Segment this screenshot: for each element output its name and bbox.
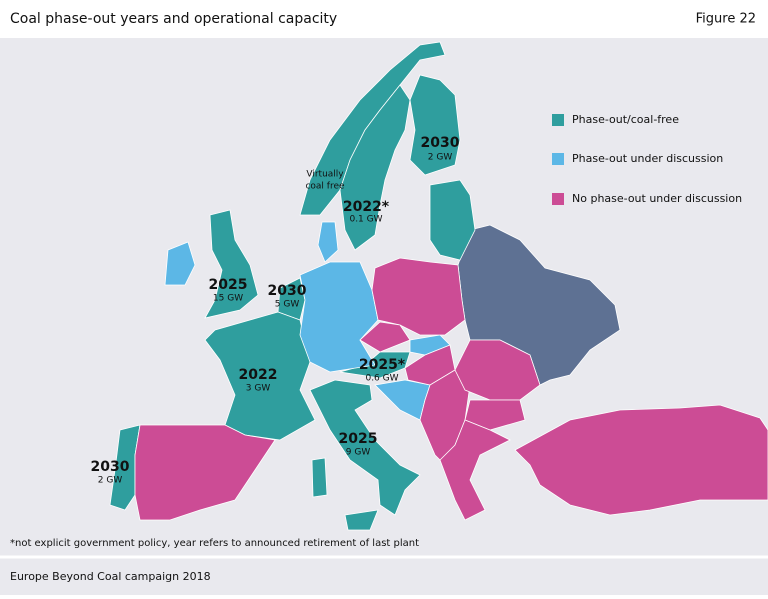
country [299, 261, 379, 373]
map-labels: 2030 2 GW 2022* 0.1 GW 2025 15 GW 2030 5… [91, 135, 460, 486]
capacity: 2 GW [428, 153, 453, 163]
country [317, 221, 339, 263]
magenta-countries [134, 257, 768, 521]
capacity: 0.1 GW [349, 215, 382, 225]
phase-out-year: 2025 [209, 277, 248, 293]
country [309, 379, 421, 516]
annotation: coal free [305, 182, 345, 192]
country [439, 419, 511, 521]
phase-out-year: 2025 [339, 431, 378, 447]
country [514, 404, 768, 516]
phase-out-year: 2030 [91, 459, 130, 475]
capacity: 2 GW [98, 476, 123, 486]
capacity: 3 GW [246, 384, 271, 394]
country [204, 311, 316, 441]
legend-swatch [552, 193, 564, 205]
country [409, 74, 461, 176]
teal-countries [109, 41, 626, 531]
country [359, 321, 411, 353]
country [344, 509, 379, 531]
phase-out-year: 2030 [421, 135, 460, 151]
map [109, 41, 768, 531]
country [457, 224, 621, 386]
country [339, 84, 411, 251]
country [204, 209, 259, 319]
capacity: 15 GW [213, 294, 243, 304]
legend-label: Phase-out/coal-free [572, 113, 679, 126]
country [429, 179, 476, 261]
source: Europe Beyond Coal campaign 2018 [10, 570, 211, 583]
legend: Phase-out/coal-free Phase-out under disc… [552, 113, 742, 205]
phase-out-year: 2022 [239, 367, 278, 383]
capacity: 9 GW [346, 448, 371, 458]
annotation: Virtually [306, 170, 344, 180]
country [134, 424, 276, 521]
figure-number: Figure 22 [696, 12, 756, 27]
legend-swatch [552, 153, 564, 165]
phase-out-year: 2022* [343, 199, 390, 215]
legend-label: No phase-out under discussion [572, 192, 742, 205]
title: Coal phase-out years and operational cap… [10, 11, 337, 27]
country [454, 339, 541, 401]
country [164, 241, 196, 286]
phase-out-year: 2025* [359, 357, 406, 373]
capacity: 5 GW [275, 300, 300, 310]
legend-label: Phase-out under discussion [572, 152, 723, 165]
country [277, 277, 306, 321]
country [311, 457, 328, 498]
legend-swatch [552, 114, 564, 126]
header-band [0, 0, 768, 38]
blue-countries [164, 221, 451, 421]
footnote: *not explicit government policy, year re… [10, 538, 419, 549]
capacity: 0.6 GW [365, 374, 398, 384]
phase-out-year: 2030 [268, 283, 307, 299]
